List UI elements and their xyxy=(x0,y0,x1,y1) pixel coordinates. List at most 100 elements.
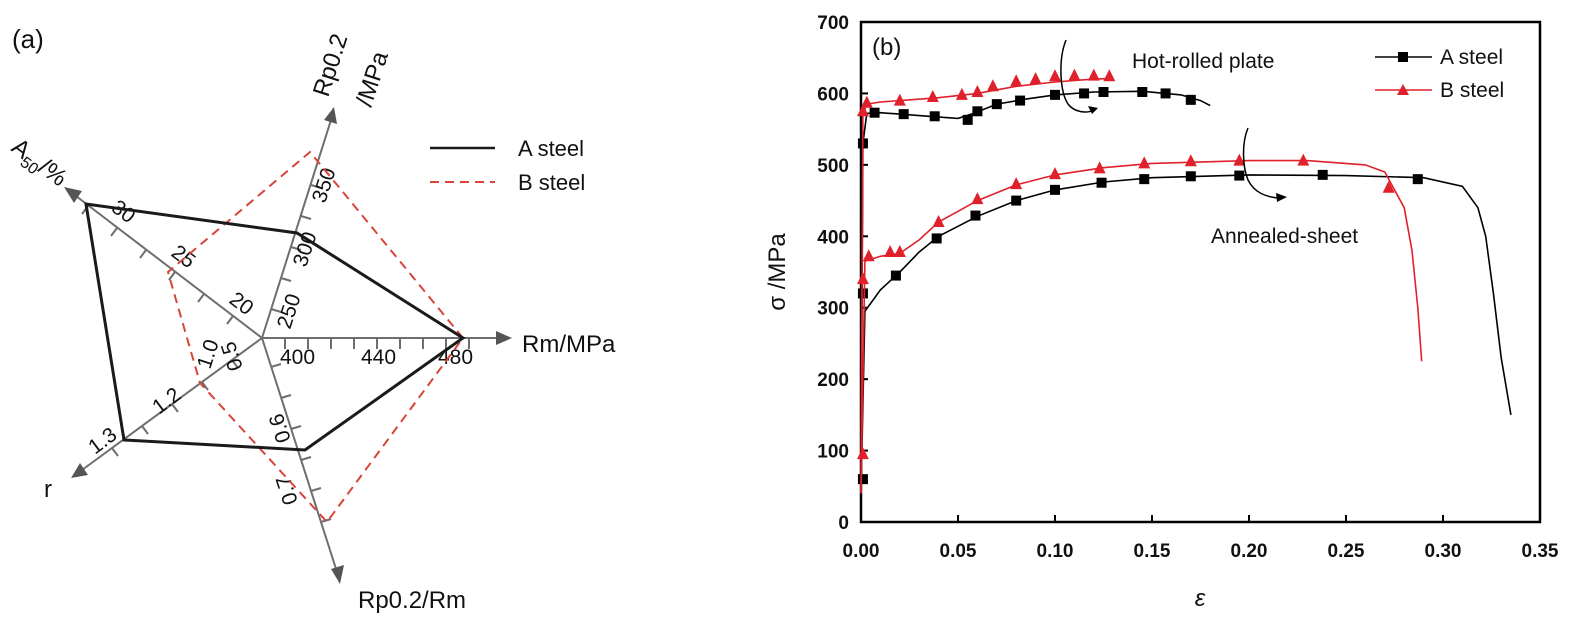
series-line-b-steel xyxy=(860,77,1114,494)
data-point-a-steel xyxy=(1098,87,1109,97)
radar-tick-label: 250 xyxy=(273,291,306,331)
data-point-b-steel xyxy=(856,447,869,460)
series-line-b-steel xyxy=(860,159,1423,494)
data-point-a-steel xyxy=(1185,171,1196,182)
data-point-b-steel xyxy=(1049,167,1061,180)
radar-axis-title-r: r xyxy=(44,476,52,503)
legend-marker-a-steel xyxy=(1398,52,1408,62)
y-tick-label: 100 xyxy=(817,442,849,463)
data-point-b-steel xyxy=(1029,72,1042,85)
annotation-arrow-hot-rolled xyxy=(1060,39,1095,113)
data-point-b-steel xyxy=(860,95,873,108)
radar-panel-label: (a) xyxy=(12,24,44,54)
legend-label-a-steel: A steel xyxy=(518,136,584,161)
x-tick-label: 0.20 xyxy=(1231,541,1268,562)
data-point-b-steel xyxy=(856,272,869,285)
data-point-a-steel xyxy=(857,474,868,485)
data-point-a-steel xyxy=(970,210,981,221)
tick-mark xyxy=(171,403,179,413)
annotation-arrow-annealed xyxy=(1242,127,1283,199)
x-tick-label: 0.35 xyxy=(1522,541,1559,562)
legend-marker-b-steel xyxy=(1397,84,1409,95)
annotation-annealed: Annealed-sheet xyxy=(1211,225,1358,248)
line-panel: (b) 0.00 0.05 0.10 0.15 0.20 0.25 0.30 0.35 0 10… xyxy=(764,13,1559,612)
x-tick-label: 0.10 xyxy=(1037,541,1074,562)
data-point-b-steel xyxy=(1382,180,1395,193)
data-point-a-steel xyxy=(1317,169,1328,180)
tick-mark xyxy=(110,227,118,237)
radar-axis-title-rp-rm: Rp0.2/Rm xyxy=(358,587,466,614)
tick-mark xyxy=(300,215,312,220)
radar-axis-rp-rm-arrow xyxy=(331,565,344,584)
radar-tick-label: 0.7 xyxy=(272,473,303,508)
x-tick-label: 0.00 xyxy=(843,541,880,562)
tick-mark xyxy=(290,246,302,251)
data-point-b-steel xyxy=(1103,69,1116,82)
series-line-a-steel xyxy=(860,174,1512,494)
tick-mark xyxy=(226,315,234,325)
data-point-a-steel xyxy=(1015,95,1026,106)
radar-axis-title-rp-line1: Rp0.2 xyxy=(308,31,353,100)
x-axis-title: ε xyxy=(1195,585,1206,612)
radar-axis-title-a50: A50/% xyxy=(4,133,72,195)
tick-mark xyxy=(141,425,149,435)
data-point-b-steel xyxy=(955,87,968,100)
data-point-a-steel xyxy=(1050,89,1060,100)
x-tick-label: 0.05 xyxy=(940,541,977,562)
data-point-b-steel xyxy=(1049,69,1061,82)
y-tick-label: 700 xyxy=(817,13,849,34)
y-tick-label: 200 xyxy=(817,370,849,391)
annotation-arrowhead-hot-rolled xyxy=(1088,106,1098,114)
y-axis-ticks: 0 100 200 300 400 500 600 700 xyxy=(817,13,868,534)
data-point-b-steel xyxy=(1138,156,1151,169)
tick-mark xyxy=(231,359,239,369)
radar-axis-title-rp-line2: /MPa xyxy=(351,48,394,110)
y-tick-label: 400 xyxy=(817,227,849,248)
line-panel-label: (b) xyxy=(872,34,901,61)
data-point-a-steel xyxy=(1412,174,1423,185)
y-tick-label: 300 xyxy=(817,299,849,320)
data-point-a-steel xyxy=(1050,184,1060,195)
data-point-a-steel xyxy=(1137,87,1148,97)
data-point-a-steel xyxy=(1096,177,1107,188)
data-point-b-steel xyxy=(893,93,906,106)
radar-axis-rp-rm xyxy=(261,337,338,573)
x-tick-label: 0.30 xyxy=(1425,541,1462,562)
data-point-b-steel xyxy=(893,245,906,257)
tick-mark xyxy=(197,293,205,303)
data-point-b-steel xyxy=(856,104,869,117)
line-legend: A steel B steel xyxy=(1375,46,1504,102)
data-point-b-steel xyxy=(1093,161,1106,174)
legend-label-a-steel: A steel xyxy=(1440,46,1503,69)
data-point-b-steel xyxy=(1297,153,1310,166)
data-point-b-steel xyxy=(986,79,999,92)
tick-mark xyxy=(168,271,176,281)
annotation-arrowhead-annealed xyxy=(1276,193,1287,202)
data-point-a-steel xyxy=(1139,174,1150,185)
tick-mark xyxy=(290,425,302,430)
tick-mark xyxy=(270,308,282,313)
data-point-a-steel xyxy=(972,106,983,117)
data-point-a-steel xyxy=(1160,88,1171,99)
data-point-a-steel xyxy=(857,288,868,299)
radar-axis-title-rm: Rm/MPa xyxy=(522,331,616,358)
annotation-hot-rolled: Hot-rolled plate xyxy=(1132,50,1274,73)
data-point-b-steel xyxy=(971,85,984,97)
radar-tick-label: 20 xyxy=(225,288,257,320)
legend-label-b-steel: B steel xyxy=(1440,79,1504,102)
tick-mark xyxy=(300,456,312,461)
radar-center-label: 1.0 xyxy=(193,337,224,372)
data-point-a-steel xyxy=(1079,88,1090,99)
data-point-b-steel xyxy=(1233,153,1246,166)
data-point-b-steel xyxy=(1087,68,1100,81)
tick-mark xyxy=(310,184,322,189)
radar-axis-title-a50-rest: /% xyxy=(33,154,72,192)
data-point-a-steel xyxy=(1011,195,1022,206)
y-tick-label: 500 xyxy=(817,156,849,177)
radar-axis-a50-arrow xyxy=(64,187,82,203)
data-point-b-steel xyxy=(1010,177,1023,190)
data-point-a-steel xyxy=(1185,94,1196,105)
tick-mark xyxy=(280,277,292,282)
data-point-b-steel xyxy=(862,249,875,262)
data-point-b-steel xyxy=(1184,154,1197,167)
